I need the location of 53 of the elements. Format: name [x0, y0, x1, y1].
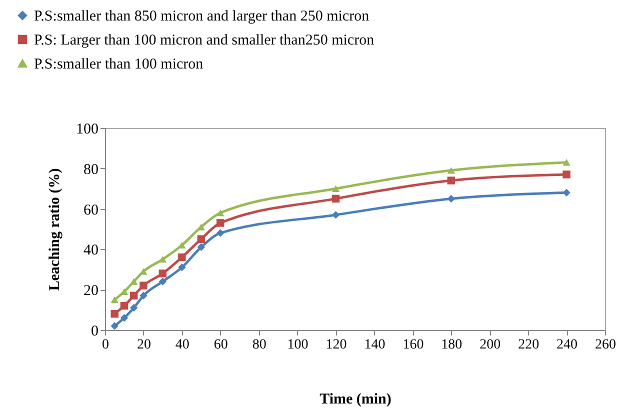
- legend-label: P.S:smaller than 100 micron: [34, 56, 204, 72]
- point: [120, 302, 128, 310]
- y-tick-label: 20: [84, 283, 98, 300]
- point: [178, 253, 186, 262]
- point: [130, 304, 138, 312]
- x-tick-label: 120: [326, 338, 347, 352]
- point: [332, 185, 340, 192]
- point: [110, 322, 118, 330]
- point: [197, 235, 206, 243]
- x-tick-label: 0: [102, 338, 109, 352]
- point: [158, 256, 167, 263]
- point: [140, 282, 148, 290]
- x-tick-label: 100: [287, 338, 308, 352]
- x-axis-title: Time (min): [320, 392, 392, 408]
- point: [130, 292, 138, 300]
- point: [110, 310, 118, 318]
- point: [140, 292, 148, 300]
- point: [178, 264, 186, 272]
- x-tick-label: 40: [175, 338, 190, 352]
- point: [447, 194, 456, 203]
- point: [216, 229, 224, 237]
- point: [120, 314, 128, 322]
- legend-label: P.S:smaller than 850 micron and larger than 250 micron: [34, 8, 370, 24]
- x-tick-label: 60: [214, 338, 228, 352]
- x-tick-label: 180: [441, 338, 462, 352]
- point: [216, 219, 224, 227]
- point: [447, 167, 456, 174]
- y-tick-label: 40: [84, 242, 98, 259]
- x-tick-label: 80: [252, 338, 266, 352]
- y-tick-label: 60: [84, 202, 98, 218]
- x-tick-label: 160: [402, 338, 424, 352]
- point: [158, 278, 167, 286]
- point: [197, 243, 206, 252]
- y-tick-label: 0: [91, 324, 98, 340]
- point: [332, 210, 340, 219]
- point: [158, 270, 167, 278]
- legend-label: P.S: Larger than 100 micron and smaller than250 micron: [34, 32, 375, 48]
- y-axis-title: Leaching ratio (%): [47, 168, 63, 291]
- y-tick-label: 80: [84, 162, 98, 178]
- point: [110, 296, 118, 304]
- x-tick-label: 240: [556, 338, 578, 352]
- x-tick-label: 20: [136, 338, 151, 352]
- point: [332, 194, 340, 203]
- point: [216, 209, 224, 216]
- point: [562, 170, 570, 178]
- point: [562, 188, 570, 197]
- y-tick-label: 100: [76, 122, 98, 138]
- x-tick-label: 200: [480, 338, 501, 352]
- x-tick-label: 140: [364, 338, 386, 352]
- point: [562, 158, 570, 166]
- x-tick-label: 220: [518, 338, 540, 352]
- x-tick-label: 260: [595, 338, 616, 352]
- point: [447, 176, 456, 184]
